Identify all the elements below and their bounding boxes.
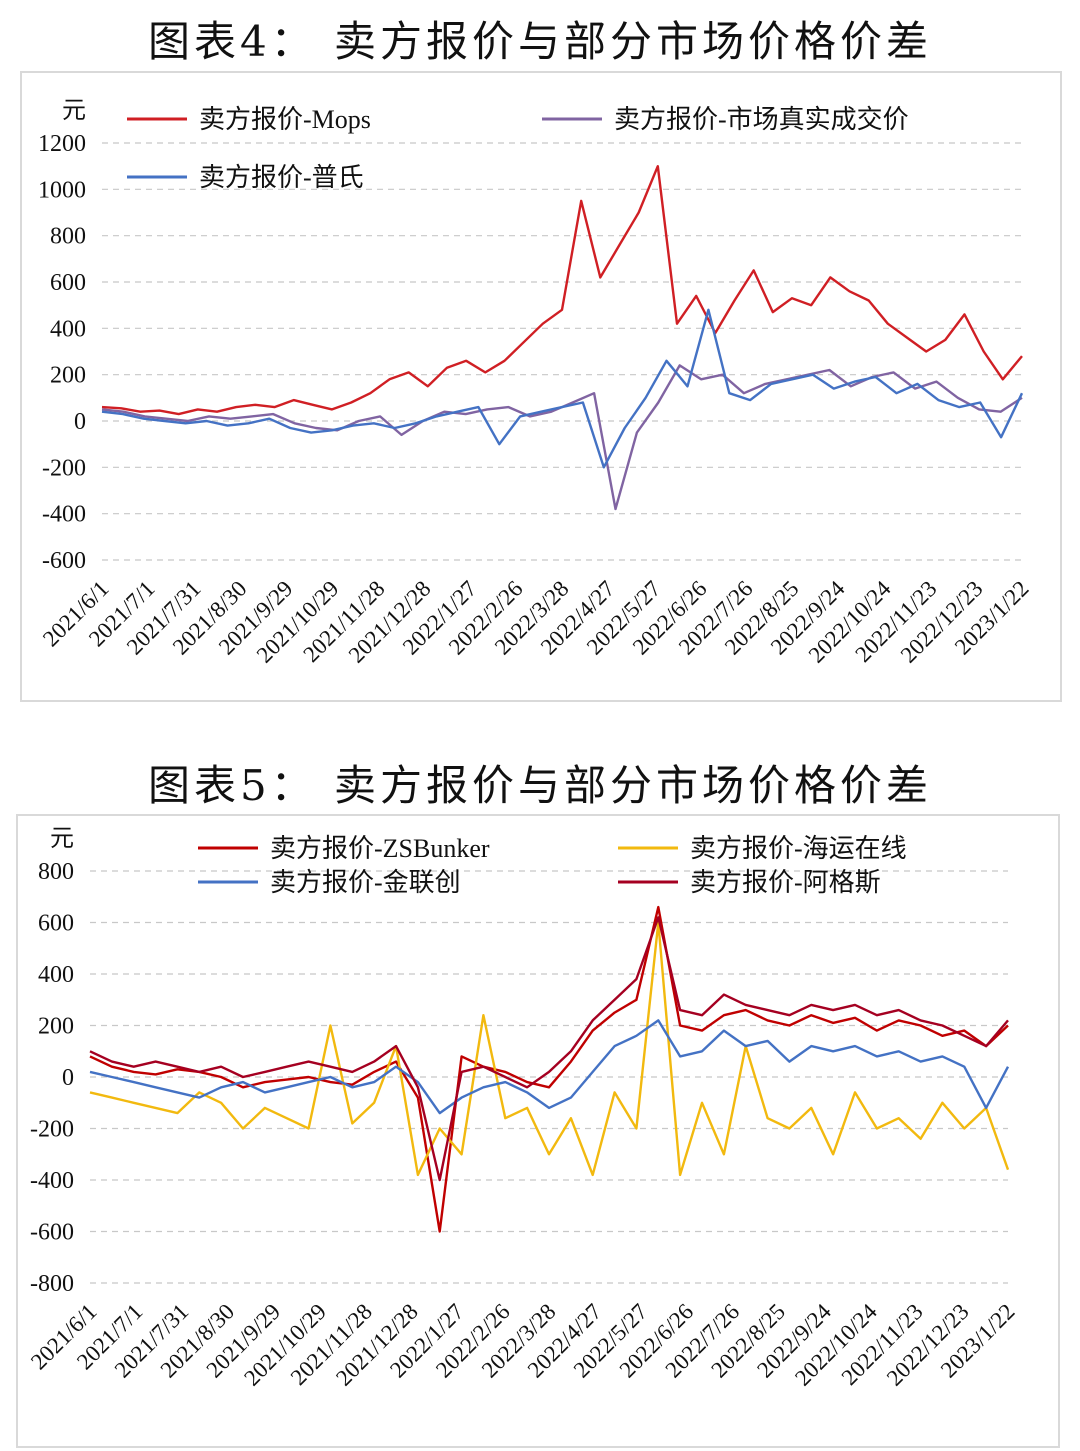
series-line-1 <box>89 921 1010 1177</box>
series-line-3 <box>89 916 1009 1182</box>
series-line-0 <box>89 905 1009 1233</box>
y-tick-label: 800 <box>38 859 74 885</box>
chart4-title: 图表4： 卖方报价与部分市场价格价差 <box>147 17 933 66</box>
chart4-svg: 120010008006004002000-200-400-600元2021/6… <box>38 98 1034 668</box>
y-tick-label: 200 <box>50 363 86 389</box>
y-axis-unit: 元 <box>50 826 74 852</box>
y-tick-label: 600 <box>38 911 74 937</box>
legend-label: 卖方报价-阿格斯 <box>690 868 881 897</box>
legend-label: 卖方报价-金联创 <box>270 868 461 897</box>
y-tick-label: -400 <box>42 502 86 528</box>
y-tick-label: 1000 <box>38 177 86 203</box>
y-tick-label: -800 <box>30 1271 74 1297</box>
y-tick-label: 600 <box>50 270 86 296</box>
y-tick-label: 1200 <box>38 131 86 157</box>
y-axis-unit: 元 <box>62 98 86 124</box>
chart5-svg: 8006004002000-200-400-600-800元2021/6/120… <box>26 826 1020 1391</box>
y-tick-label: 0 <box>74 409 86 435</box>
y-tick-label: 800 <box>50 224 86 250</box>
legend-label: 卖方报价-普氏 <box>199 163 364 192</box>
chart4-panel: 1200 1000 800 600 400 200 0 -200 -400 -600 元 2021/6… <box>20 71 1062 702</box>
y-tick-label: -600 <box>30 1220 74 1246</box>
series-line-2 <box>101 308 1024 469</box>
y-tick-label: -200 <box>42 455 86 481</box>
y-tick-label: 200 <box>38 1014 74 1040</box>
y-tick-label: -600 <box>42 548 86 574</box>
series-line-0 <box>101 164 1023 416</box>
legend-label: 卖方报价-Mops <box>199 105 371 134</box>
y-tick-label: 400 <box>38 962 74 988</box>
series-line-1 <box>101 364 1023 511</box>
y-tick-label: -200 <box>30 1117 74 1143</box>
legend-label: 卖方报价-市场真实成交价 <box>614 105 909 134</box>
chart5-panel: 800 600 400 200 0 -200 -400 -600 -800 元 2021/6/1 20… <box>16 814 1060 1448</box>
y-tick-label: 0 <box>62 1065 74 1091</box>
y-tick-label: 400 <box>50 316 86 342</box>
series-line-2 <box>89 1019 1010 1115</box>
legend-label: 卖方报价-ZSBunker <box>270 834 490 863</box>
legend-label: 卖方报价-海运在线 <box>690 834 907 863</box>
y-tick-label: -400 <box>30 1168 74 1194</box>
chart5-title: 图表5： 卖方报价与部分市场价格价差 <box>147 761 933 810</box>
